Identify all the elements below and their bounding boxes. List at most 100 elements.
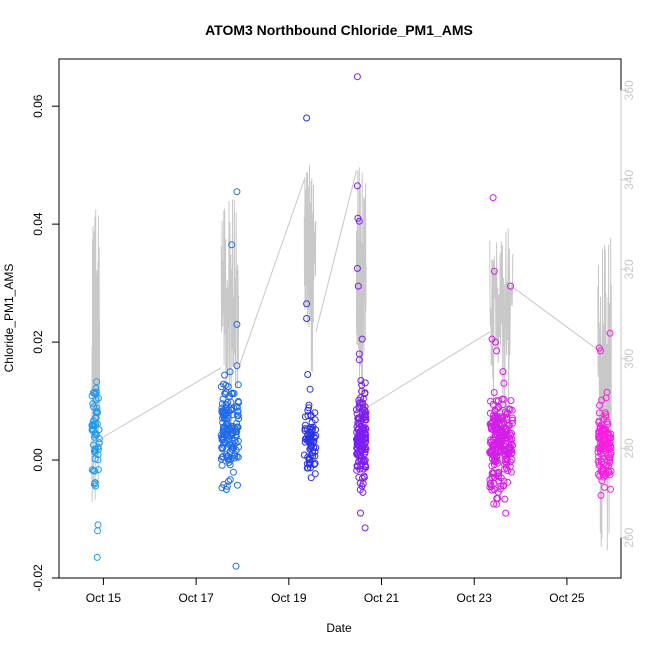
data-point	[504, 449, 512, 457]
data-point	[490, 500, 498, 508]
data-point	[223, 452, 231, 460]
y-tick-label: 0.02	[31, 330, 45, 354]
y2-tick-label: 260	[622, 527, 636, 547]
data-point	[502, 509, 510, 517]
data-point	[306, 385, 314, 393]
data-point	[602, 471, 609, 479]
data-point	[490, 267, 498, 275]
data-point	[303, 437, 311, 444]
data-point	[504, 478, 512, 486]
data-point	[231, 450, 239, 458]
data-point	[303, 315, 311, 322]
data-point	[594, 448, 602, 456]
data-point	[92, 414, 100, 422]
data-point	[358, 474, 366, 482]
data-point	[309, 452, 316, 460]
data-point	[93, 553, 101, 561]
data-point	[220, 414, 228, 422]
data-point	[355, 415, 363, 423]
data-point	[311, 452, 319, 460]
data-point	[494, 443, 502, 451]
data-point	[225, 477, 232, 485]
data-point	[88, 466, 96, 474]
y-axis-label: Chloride_PM1_AMS	[2, 264, 16, 373]
x-tick-label: Oct 17	[178, 591, 214, 605]
data-point	[606, 471, 614, 479]
data-point	[500, 447, 508, 455]
y2-tick-label: 280	[622, 438, 636, 458]
data-point	[302, 435, 309, 443]
data-point	[232, 562, 240, 570]
data-point	[234, 407, 242, 415]
data-point	[492, 338, 499, 346]
data-point	[232, 428, 240, 436]
data-point	[304, 371, 312, 378]
data-point	[353, 182, 361, 190]
data-point	[486, 420, 494, 428]
x-tick-label: Oct 21	[364, 591, 400, 605]
y-axis-left: -0.02 0.00 0.02 0.04 0.06	[31, 94, 60, 592]
data-point	[91, 479, 99, 487]
data-point	[218, 453, 226, 461]
data-point	[305, 435, 313, 443]
data-point	[234, 437, 242, 445]
data-point	[603, 388, 611, 396]
chart-title: ATOM3 Northbound Chloride_PM1_AMS	[205, 22, 473, 38]
data-point	[306, 445, 314, 453]
data-point	[234, 397, 242, 405]
data-point	[361, 413, 369, 421]
data-point	[597, 347, 604, 355]
data-point	[93, 404, 101, 412]
data-point	[307, 431, 315, 439]
data-point	[490, 441, 498, 449]
data-point	[597, 424, 604, 432]
data-point	[304, 406, 312, 414]
data-point	[227, 398, 235, 406]
secondary-line-layer	[91, 164, 612, 551]
data-point	[226, 368, 234, 376]
data-point	[502, 448, 510, 456]
x-axis-label: Date	[326, 621, 352, 635]
data-point	[508, 456, 516, 463]
data-point	[495, 436, 503, 444]
data-point	[355, 217, 363, 225]
data-point	[502, 458, 509, 466]
secondary-connector	[365, 331, 490, 409]
data-point	[233, 362, 241, 370]
data-point	[218, 461, 226, 469]
data-point	[94, 521, 102, 529]
data-point	[235, 415, 243, 423]
data-point	[94, 527, 102, 535]
data-point	[222, 486, 230, 493]
secondary-connector	[315, 170, 357, 333]
secondary-connector	[99, 367, 222, 440]
data-point	[311, 416, 319, 424]
data-point	[494, 473, 502, 481]
data-point	[307, 438, 315, 446]
data-point	[597, 443, 605, 450]
data-point	[89, 422, 97, 429]
data-point	[488, 462, 496, 470]
data-point	[221, 390, 229, 398]
data-point	[361, 524, 369, 532]
x-tick-label: Oct 15	[86, 591, 122, 605]
data-point	[303, 114, 311, 122]
x-tick-label: Oct 19	[271, 591, 307, 605]
data-point	[354, 434, 361, 441]
data-point	[355, 404, 363, 412]
data-point	[311, 470, 319, 478]
data-point	[359, 400, 367, 408]
data-point	[359, 457, 367, 465]
secondary-series-line	[303, 164, 317, 373]
data-point	[604, 420, 612, 428]
data-point	[218, 400, 226, 408]
data-point	[353, 264, 361, 272]
y2-tick-label: 320	[622, 259, 636, 279]
data-point	[500, 379, 508, 387]
plot-frame	[58, 58, 622, 579]
y-tick-label: 0.06	[31, 94, 45, 118]
secondary-series-line	[597, 237, 612, 551]
y-axis-right: 260 280 300 320 340 360	[620, 80, 636, 548]
data-point	[226, 476, 234, 484]
